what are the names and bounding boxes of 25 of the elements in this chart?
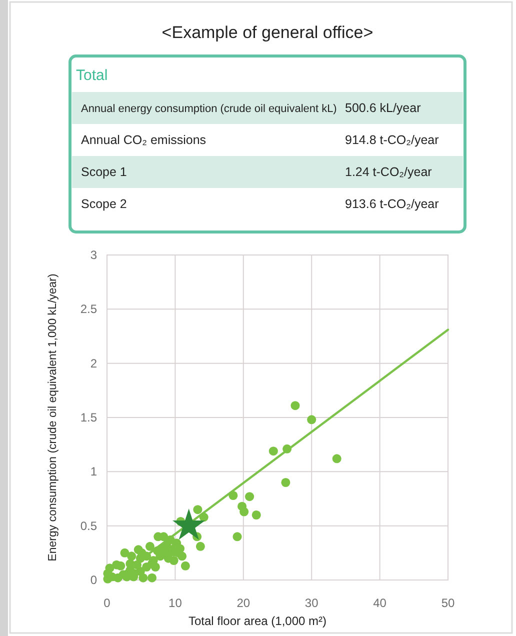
text: Annual CO₂ emissions (81, 133, 206, 147)
text: 914.8 t-CO₂/year (345, 133, 439, 147)
x-axis-title: Total floor area (1,000 m²) (188, 614, 327, 628)
text: 1.24 t-CO₂/year (345, 165, 432, 179)
text: 500.6 kL/year (345, 101, 421, 115)
y-tick-label: 2.5 (80, 302, 98, 316)
y-axis-title: Energy consumption (crude oil equivalent 1,000 kL/year) (47, 274, 59, 562)
y-tick-label: 0.5 (80, 518, 98, 533)
text: <Example of general office> (162, 23, 374, 42)
text: Scope 2 (81, 197, 127, 211)
text: 913.6 t-CO₂/year (345, 197, 439, 211)
x-tick-label: 20 (236, 596, 250, 610)
x-tick-label: 50 (441, 596, 455, 610)
text: Total (76, 67, 108, 84)
x-tick-label: 30 (304, 596, 319, 610)
y-tick-label: 2 (90, 356, 98, 370)
x-tick-label: 40 (373, 596, 387, 610)
y-tick-label: 3 (90, 248, 98, 262)
text: Scope 1 (81, 165, 127, 179)
x-tick-label: 10 (168, 596, 182, 610)
x-tick-label: 0 (104, 596, 111, 610)
text: Annual energy consumption (crude oil equivalent kL) (81, 103, 337, 115)
y-tick-label: 1.5 (80, 410, 98, 424)
y-tick-label: 0 (90, 573, 98, 587)
y-tick-label: 1 (90, 464, 98, 479)
